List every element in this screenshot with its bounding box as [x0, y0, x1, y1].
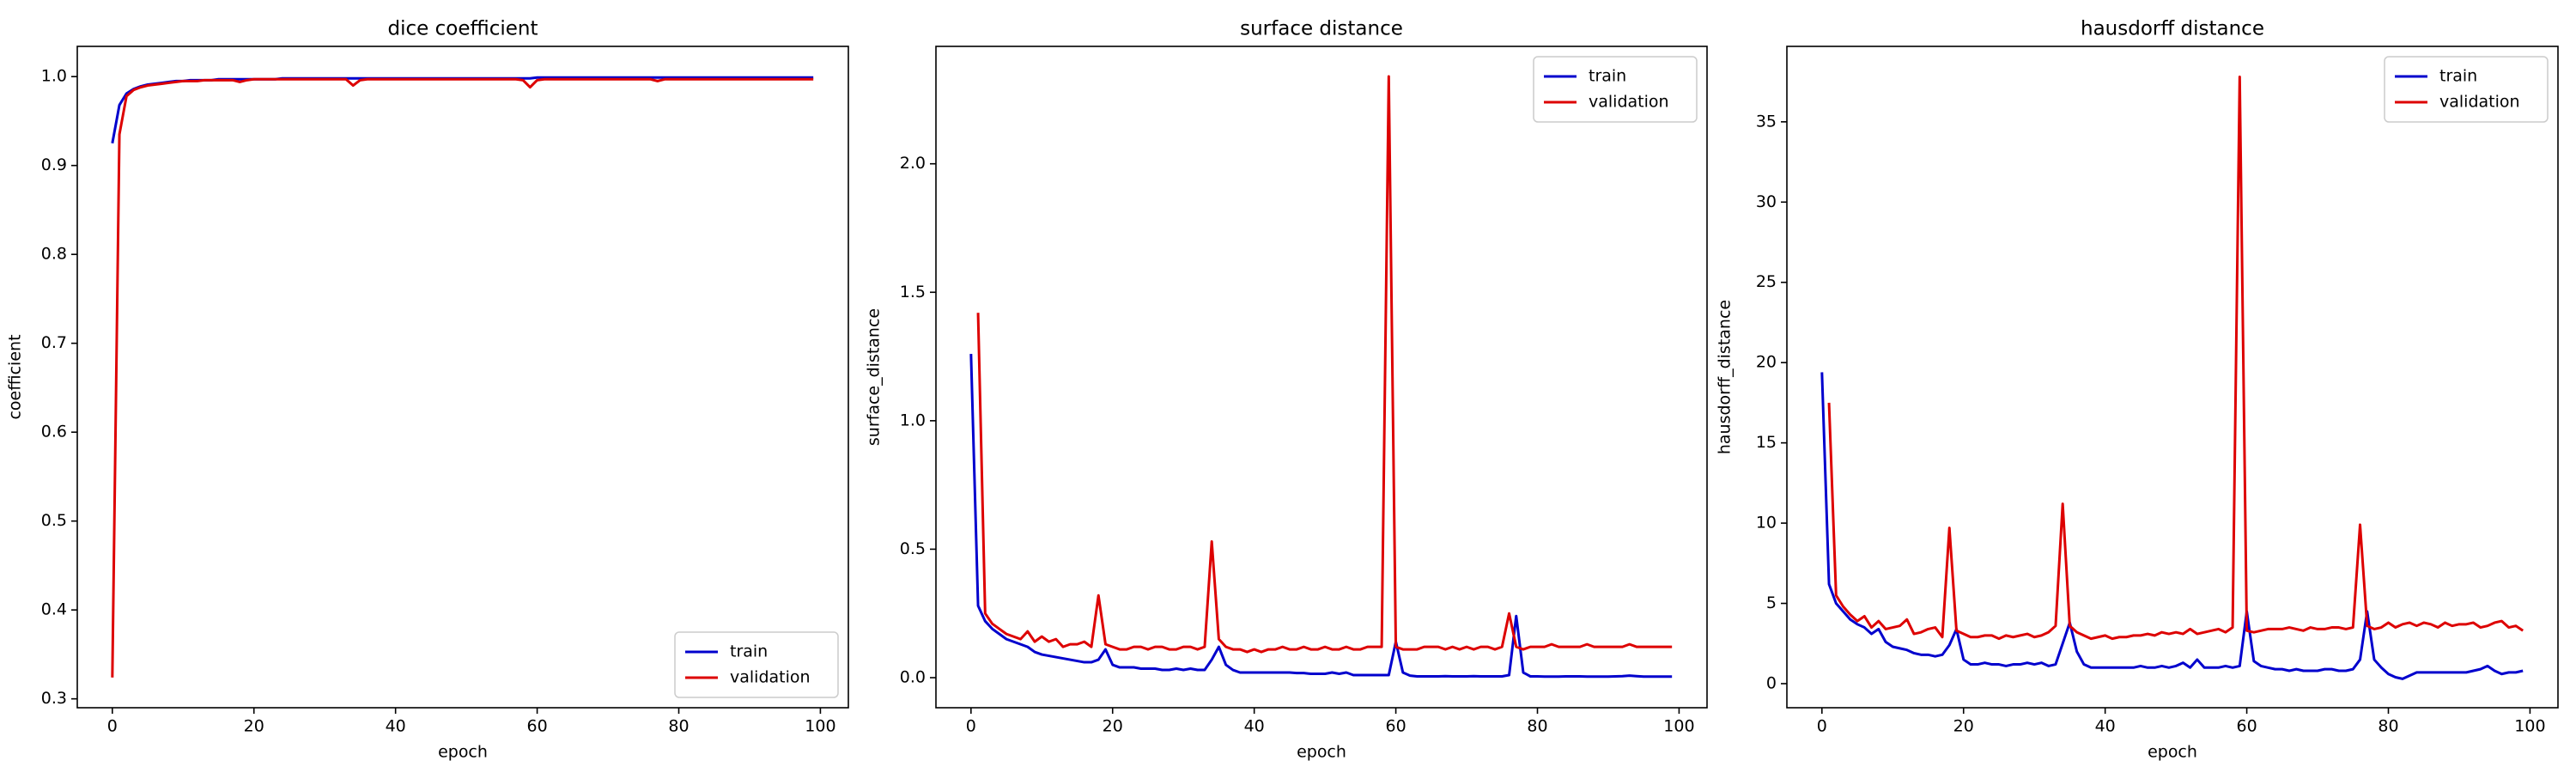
legend-box: [674, 631, 839, 698]
series-line: [1827, 76, 2524, 641]
y-axis-label: hausdorff_distance: [1716, 300, 1735, 454]
legend-label: validation: [730, 668, 811, 687]
x-tick-label: 60: [2236, 717, 2257, 736]
x-tick-label: 20: [1103, 717, 1123, 736]
y-tick-label: 1.0: [41, 67, 67, 86]
y-tick-label: 2.0: [900, 154, 926, 173]
x-tick-label: 100: [805, 717, 835, 736]
y-tick-label: 5: [1766, 593, 1777, 612]
x-tick-label: 0: [966, 717, 976, 736]
x-tick-label: 20: [244, 717, 264, 736]
y-axis-label: surface_distance: [865, 308, 884, 446]
y-tick-label: 0.5: [41, 511, 67, 530]
y-tick-label: 1.0: [900, 411, 926, 429]
x-tick-label: 40: [386, 717, 406, 736]
y-tick-label: 0.8: [41, 245, 67, 264]
legend-label: validation: [1589, 93, 1669, 112]
legend-box: [2384, 56, 2549, 123]
chart-title: surface distance: [1240, 18, 1403, 40]
y-tick-label: 0.4: [41, 600, 67, 619]
x-axis-label: epoch: [1297, 743, 1346, 762]
chart-title: hausdorff distance: [2081, 18, 2264, 40]
y-tick-label: 1.5: [900, 283, 926, 301]
legend-label: train: [2439, 67, 2477, 86]
axes-frame: [76, 46, 849, 709]
y-tick-label: 0: [1766, 673, 1777, 692]
y-tick-label: 20: [1756, 353, 1777, 372]
axes-frame: [935, 46, 1708, 709]
x-tick-label: 80: [1527, 717, 1547, 736]
y-tick-label: 0.3: [41, 689, 67, 708]
y-tick-label: 35: [1756, 112, 1777, 131]
y-tick-label: 0.7: [41, 333, 67, 352]
x-axis-label: epoch: [438, 743, 488, 762]
y-tick-label: 10: [1756, 514, 1777, 533]
legend-label: train: [1589, 67, 1626, 86]
series-line: [111, 76, 814, 144]
y-tick-label: 0.9: [41, 155, 67, 174]
x-tick-label: 0: [1817, 717, 1827, 736]
x-axis-label: epoch: [2148, 743, 2197, 762]
series-line: [111, 77, 814, 678]
x-tick-label: 100: [1663, 717, 1694, 736]
series-line: [969, 354, 1673, 679]
y-tick-label: 30: [1756, 192, 1777, 211]
legend-label: train: [730, 642, 768, 661]
x-tick-label: 40: [2095, 717, 2116, 736]
x-tick-label: 60: [1385, 717, 1406, 736]
x-tick-label: 100: [2514, 717, 2545, 736]
series-line: [976, 75, 1673, 654]
x-tick-label: 0: [107, 717, 118, 736]
y-tick-label: 0.5: [900, 539, 926, 558]
y-tick-label: 0.6: [41, 423, 67, 441]
x-tick-label: 60: [526, 717, 547, 736]
legend-box: [1533, 56, 1698, 123]
chart-title: dice coefficient: [388, 18, 538, 40]
legend-label: validation: [2439, 93, 2520, 112]
y-tick-label: 15: [1756, 433, 1777, 452]
series-line: [1820, 372, 2524, 680]
x-tick-label: 40: [1244, 717, 1265, 736]
axes-frame: [1786, 46, 2559, 709]
y-tick-label: 0.0: [900, 668, 926, 687]
x-tick-label: 20: [1953, 717, 1974, 736]
x-tick-label: 80: [668, 717, 689, 736]
y-tick-label: 25: [1756, 272, 1777, 291]
x-tick-label: 80: [2378, 717, 2398, 736]
y-axis-label: coefficient: [6, 334, 25, 419]
